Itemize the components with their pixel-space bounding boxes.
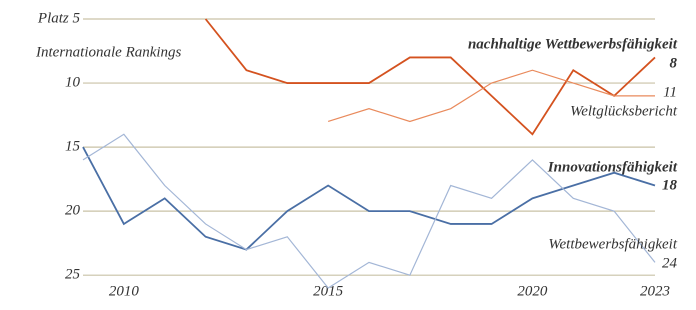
chart-subtitle: Internationale Rankings	[35, 44, 182, 60]
series-label: Innovationsfähigkeit	[547, 159, 678, 175]
series-line	[82, 133, 656, 289]
x-tick-label: 2023	[640, 283, 670, 299]
series-label: nachhaltige Wettbewerbsfähigkeit	[468, 36, 678, 52]
x-tick-label: 2015	[313, 283, 344, 299]
value-label: 18	[662, 177, 678, 193]
y-tick-label: 20	[65, 203, 81, 219]
y-tick-label: Platz 5	[37, 10, 81, 26]
x-tick-label: 2010	[109, 283, 140, 299]
y-tick-label: 10	[65, 74, 81, 90]
y-tick-label: 25	[65, 267, 81, 283]
series-line	[82, 146, 656, 251]
series-line	[204, 18, 656, 136]
value-label: 8	[670, 55, 678, 71]
series-label: Wettbewerbsfähigkeit	[548, 236, 677, 252]
value-label: 11	[663, 84, 677, 100]
series-line	[327, 69, 655, 123]
value-label: 24	[662, 255, 678, 271]
x-tick-label: 2020	[517, 283, 548, 299]
series-label: Weltglücksbericht	[570, 103, 678, 119]
y-tick-label: 15	[65, 139, 81, 155]
